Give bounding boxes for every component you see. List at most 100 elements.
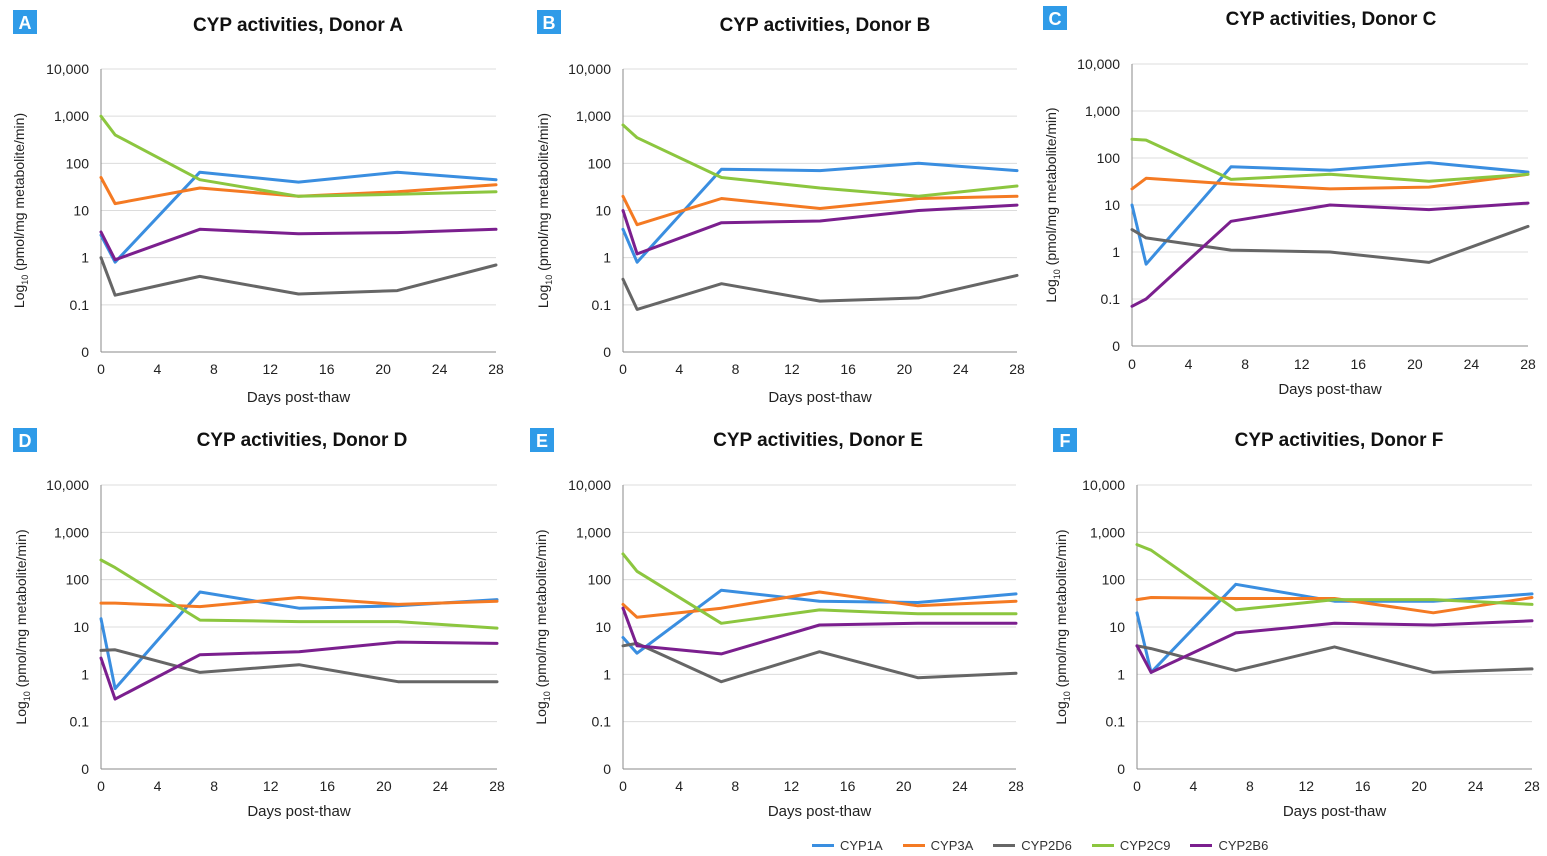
legend-label-cyp2c9: CYP2C9 <box>1119 838 1171 853</box>
legend-label-cyp2b6: CYP2B6 <box>1218 838 1269 853</box>
y-tick-label-e: 100 <box>588 572 612 588</box>
chart-panel-d: D CYP activities, Donor D 0 0.1 1 10 100 1,000 1… <box>13 428 505 820</box>
y-axis-label-f: Log10 (pmol/mg metabolite/min) <box>1053 529 1072 724</box>
y-tick-label-f: 10,000 <box>1082 477 1125 493</box>
x-axis-label-d: Days post-thaw <box>247 803 351 820</box>
x-tick-label-b: 16 <box>840 361 856 377</box>
panel-badge-e <box>530 428 554 452</box>
x-tick-label-b: 4 <box>675 361 683 377</box>
x-tick-label-e: 28 <box>1008 778 1024 794</box>
legend-label-cyp1a: CYP1A <box>840 838 883 853</box>
legend-label-cyp2d6: CYP2D6 <box>1021 838 1072 853</box>
y-tick-label-c: 1,000 <box>1085 103 1120 119</box>
x-axis-label-a: Days post-thaw <box>247 389 351 406</box>
x-tick-label-a: 16 <box>319 361 335 377</box>
x-tick-label-f: 20 <box>1411 778 1427 794</box>
series-line-cyp3a-a <box>99 176 498 206</box>
y-axis-label-a: Log10 (pmol/mg metabolite/min) <box>11 113 30 308</box>
x-tick-label-f: 4 <box>1190 778 1198 794</box>
series-line-cyp2c9-b <box>621 123 1019 198</box>
x-tick-label-c: 12 <box>1294 356 1310 372</box>
y-tick-label-e: 1,000 <box>576 524 611 540</box>
y-tick-label-a: 100 <box>66 155 90 171</box>
x-tick-label-c: 20 <box>1407 356 1423 372</box>
x-tick-label-b: 28 <box>1009 361 1025 377</box>
y-tick-label-f: 1 <box>1117 666 1125 682</box>
x-tick-label-c: 0 <box>1128 356 1136 372</box>
y-tick-label-a: 0 <box>81 344 89 360</box>
y-tick-label-e: 1 <box>603 666 611 682</box>
series-line-cyp2b6-c <box>1130 201 1530 308</box>
panel-badge-d <box>13 428 37 452</box>
series-line-cyp2b6-f <box>1135 619 1534 674</box>
y-axis-label-e: Log10 (pmol/mg metabolite/min) <box>533 529 552 724</box>
y-tick-label-d: 0.1 <box>70 714 90 730</box>
x-tick-label-f: 24 <box>1468 778 1484 794</box>
y-tick-label-d: 10,000 <box>46 477 89 493</box>
y-tick-label-c: 1 <box>1112 244 1120 260</box>
chart-title-e: CYP activities, Donor E <box>713 430 923 451</box>
panel-letter-e: E <box>536 431 548 451</box>
series-line-cyp3a-d <box>99 596 499 609</box>
x-tick-label-d: 0 <box>97 778 105 794</box>
x-tick-label-d: 28 <box>489 778 505 794</box>
y-tick-label-b: 100 <box>588 155 612 171</box>
series-line-cyp2b6-d <box>99 640 499 701</box>
x-tick-label-a: 20 <box>375 361 391 377</box>
x-axis-label-f: Days post-thaw <box>1283 803 1387 820</box>
chart-panel-e: E CYP activities, Donor E 0 0.1 1 10 100 1,000 1… <box>530 428 1024 820</box>
panel-letter-d: D <box>19 431 32 451</box>
x-tick-label-e: 20 <box>896 778 912 794</box>
y-tick-label-a: 1,000 <box>54 108 89 124</box>
panel-letter-b: B <box>543 13 556 33</box>
legend-item-cyp3a: CYP3A <box>902 838 974 853</box>
chart-title-c: CYP activities, Donor C <box>1226 9 1437 30</box>
x-tick-label-b: 24 <box>953 361 969 377</box>
y-tick-label-e: 0.1 <box>592 714 612 730</box>
y-tick-label-c: 0 <box>1112 338 1120 354</box>
x-tick-label-a: 12 <box>262 361 278 377</box>
panel-badge-c <box>1043 6 1067 30</box>
y-tick-label-d: 10 <box>73 619 89 635</box>
x-tick-label-e: 16 <box>840 778 856 794</box>
x-tick-label-d: 20 <box>376 778 392 794</box>
x-tick-label-e: 0 <box>619 778 627 794</box>
x-tick-label-f: 0 <box>1133 778 1141 794</box>
legend-item-cyp1a: CYP1A <box>812 838 883 853</box>
legend-label-cyp3a: CYP3A <box>930 838 974 853</box>
panel-letter-a: A <box>19 13 32 33</box>
chart-title-d: CYP activities, Donor D <box>197 430 408 451</box>
x-tick-label-f: 28 <box>1524 778 1540 794</box>
y-tick-label-d: 100 <box>66 572 90 588</box>
y-tick-label-a: 10 <box>73 203 89 219</box>
x-axis-label-c: Days post-thaw <box>1278 381 1382 398</box>
y-tick-label-b: 10 <box>595 203 611 219</box>
x-tick-label-a: 8 <box>210 361 218 377</box>
y-tick-label-e: 10 <box>595 619 611 635</box>
series-line-cyp2b6-e <box>621 606 1018 656</box>
legend-item-cyp2d6: CYP2D6 <box>993 838 1072 853</box>
x-tick-label-d: 4 <box>154 778 162 794</box>
y-tick-label-c: 0.1 <box>1101 291 1121 307</box>
chart-title-f: CYP activities, Donor F <box>1235 430 1444 451</box>
series-line-cyp1a-b <box>621 161 1019 264</box>
x-tick-label-e: 12 <box>784 778 800 794</box>
series-line-cyp2d6-d <box>99 648 499 684</box>
series-line-cyp2b6-a <box>99 227 498 262</box>
x-tick-label-a: 28 <box>488 361 504 377</box>
panel-letter-f: F <box>1060 431 1071 451</box>
y-tick-label-b: 0.1 <box>592 297 612 313</box>
y-tick-label-d: 1,000 <box>54 524 89 540</box>
panel-letter-c: C <box>1049 9 1062 29</box>
legend-swatch-cyp2d6 <box>993 844 1016 847</box>
x-tick-label-b: 8 <box>732 361 740 377</box>
x-tick-label-c: 8 <box>1241 356 1249 372</box>
y-tick-label-c: 100 <box>1097 150 1121 166</box>
y-axis-label-d: Log10 (pmol/mg metabolite/min) <box>13 529 32 724</box>
series-line-cyp3a-f <box>1135 596 1534 615</box>
series-line-cyp2b6-b <box>621 203 1019 256</box>
x-tick-label-d: 16 <box>319 778 335 794</box>
y-tick-label-d: 0 <box>81 761 89 777</box>
chart-panel-f: F CYP activities, Donor F 0 0.1 1 10 100 1,000 1… <box>1053 428 1540 820</box>
